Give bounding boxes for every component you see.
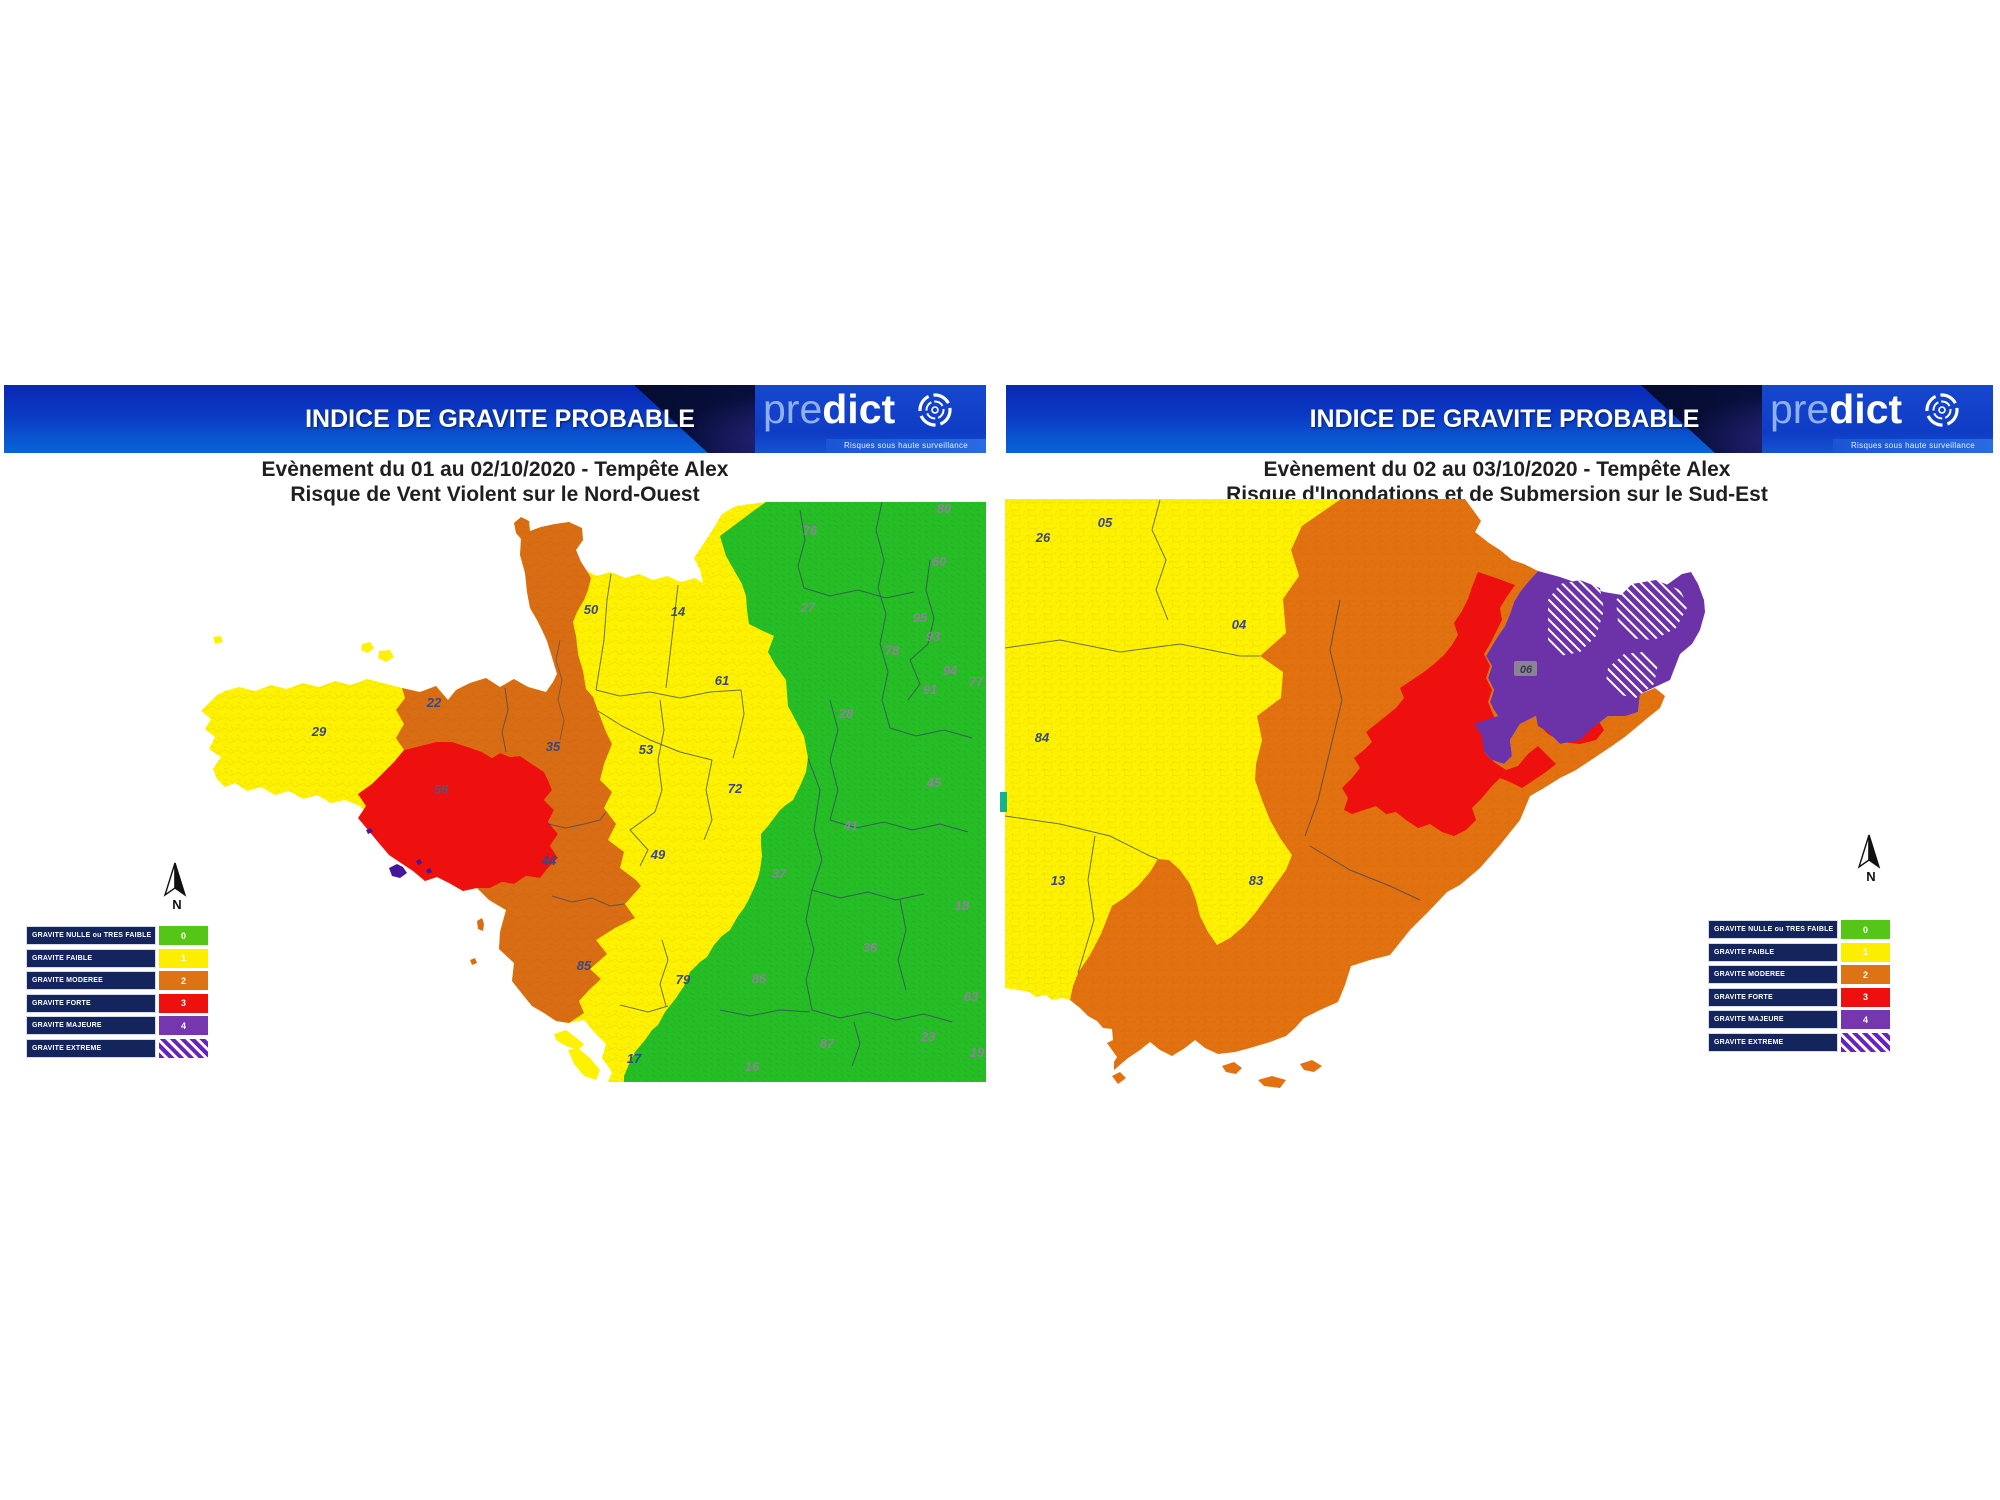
- svg-text:56: 56: [434, 782, 449, 797]
- svg-text:72: 72: [728, 781, 743, 796]
- svg-text:95: 95: [913, 610, 928, 625]
- svg-text:26: 26: [1035, 530, 1051, 545]
- svg-text:63: 63: [964, 989, 979, 1004]
- svg-text:85: 85: [577, 958, 592, 973]
- svg-text:04: 04: [1232, 617, 1247, 632]
- svg-text:06: 06: [1520, 664, 1533, 676]
- svg-text:05: 05: [1098, 515, 1113, 530]
- svg-text:61: 61: [715, 673, 729, 688]
- svg-text:36: 36: [863, 940, 878, 955]
- svg-text:77: 77: [969, 674, 984, 689]
- svg-text:79: 79: [676, 972, 691, 987]
- svg-text:22: 22: [426, 695, 442, 710]
- svg-text:37: 37: [772, 866, 787, 881]
- svg-text:18: 18: [955, 898, 970, 913]
- svg-text:86: 86: [752, 971, 767, 986]
- svg-text:13: 13: [1051, 873, 1066, 888]
- svg-text:N: N: [172, 897, 181, 912]
- svg-text:80: 80: [937, 501, 952, 516]
- svg-text:N: N: [1866, 869, 1875, 884]
- svg-text:49: 49: [650, 847, 666, 862]
- svg-text:44: 44: [541, 853, 557, 868]
- svg-text:83: 83: [1249, 873, 1264, 888]
- svg-text:16: 16: [745, 1059, 760, 1074]
- svg-text:94: 94: [943, 663, 958, 678]
- svg-text:91: 91: [923, 682, 937, 697]
- svg-text:53: 53: [639, 742, 654, 757]
- svg-text:84: 84: [1035, 730, 1050, 745]
- svg-text:27: 27: [800, 600, 816, 615]
- svg-text:78: 78: [885, 643, 900, 658]
- svg-text:76: 76: [803, 523, 818, 538]
- svg-text:50: 50: [584, 602, 599, 617]
- svg-text:35: 35: [546, 739, 561, 754]
- svg-text:14: 14: [671, 604, 686, 619]
- svg-text:60: 60: [932, 554, 947, 569]
- svg-text:87: 87: [820, 1036, 835, 1051]
- svg-text:17: 17: [627, 1051, 642, 1066]
- svg-text:28: 28: [838, 706, 854, 721]
- svg-text:23: 23: [920, 1029, 936, 1044]
- svg-text:29: 29: [311, 724, 327, 739]
- svg-text:93: 93: [926, 629, 941, 644]
- svg-text:19: 19: [970, 1045, 985, 1060]
- svg-text:41: 41: [843, 818, 858, 833]
- svg-text:45: 45: [926, 775, 942, 790]
